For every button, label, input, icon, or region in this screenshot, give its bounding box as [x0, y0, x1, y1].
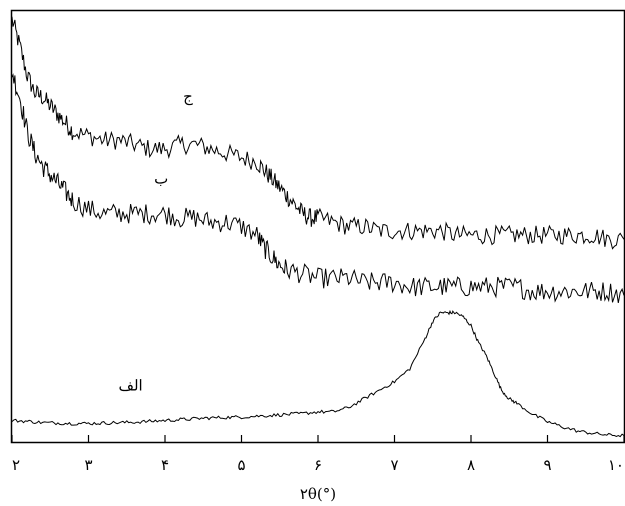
x-tick-label-1: ۲ [12, 456, 20, 474]
x-tick-label-4: ۵ [237, 456, 245, 474]
plot-frame [10, 9, 625, 444]
curve-label-3: الف [118, 376, 142, 394]
x-tick-label-3: ۴ [161, 456, 169, 474]
curve-label-1: ج [183, 88, 193, 106]
series-line-3 [11, 309, 625, 438]
curves-layer [11, 16, 625, 438]
curve-label-2: ب [154, 169, 168, 187]
x-axis-title: ۲θ(°) [300, 485, 336, 503]
series-line-2 [11, 73, 625, 303]
x-tick-label-2: ۳ [84, 456, 92, 474]
x-axis-tick-labels: ۲ ۳ ۴ ۵ ۶ ۷ ۸ ۹ ۱۰ [12, 456, 624, 474]
x-axis-ticks [11, 435, 625, 442]
x-tick-label-5: ۶ [314, 456, 322, 474]
x-tick-label-8: ۹ [543, 456, 551, 474]
curve-labels: ج ب الف [118, 88, 193, 395]
x-tick-label-9: ۱۰ [608, 456, 624, 474]
series-line-1 [11, 16, 625, 250]
x-tick-label-7: ۸ [467, 456, 475, 474]
x-tick-label-6: ۷ [390, 456, 398, 474]
